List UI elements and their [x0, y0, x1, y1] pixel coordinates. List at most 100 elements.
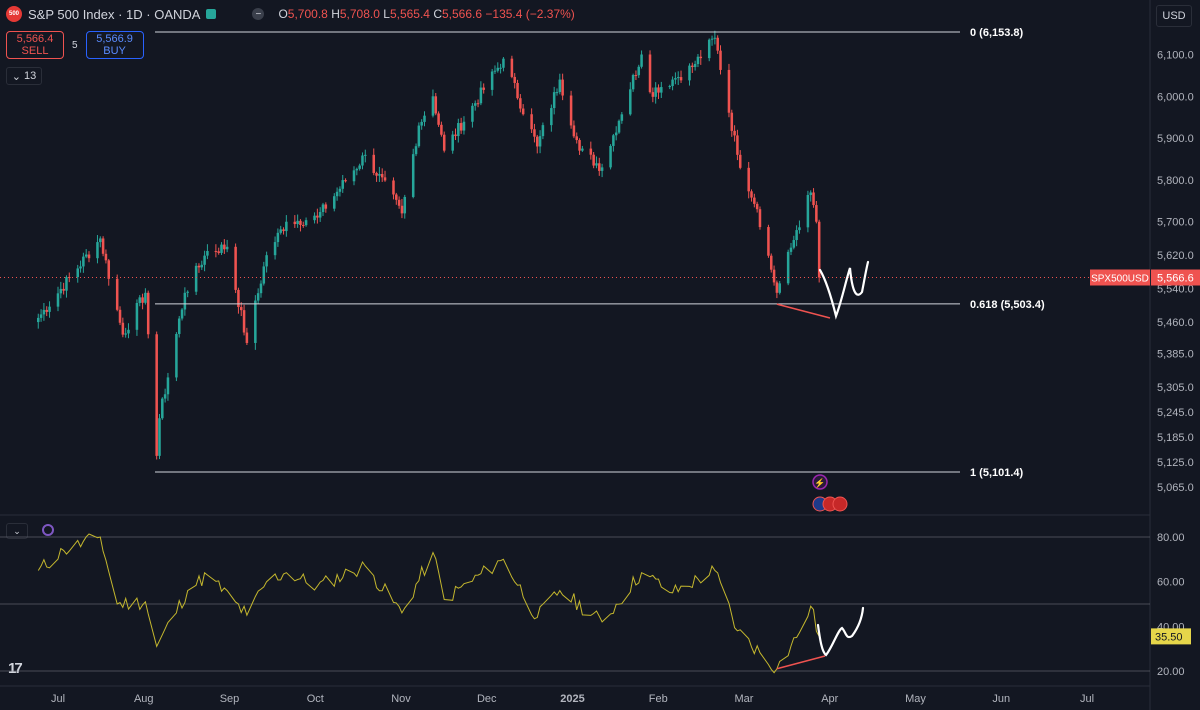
candle	[400, 205, 404, 214]
chart-header: 500 S&P 500 Index · 1D · OANDA − O5,700.…	[6, 6, 575, 22]
candle	[65, 277, 68, 291]
candle	[733, 130, 736, 136]
candle	[358, 165, 361, 169]
candle	[254, 300, 257, 343]
candle	[541, 125, 545, 137]
candle	[493, 70, 497, 72]
candle	[589, 148, 593, 155]
candle	[502, 58, 505, 68]
price-tick-label: 5,125.0	[1157, 457, 1194, 469]
candle	[84, 254, 88, 257]
candle	[750, 191, 753, 198]
last-price-label: 5,566.6	[1157, 273, 1194, 285]
candle	[674, 78, 677, 80]
candle	[561, 79, 564, 96]
candle	[318, 212, 322, 218]
collapse-pane-button[interactable]: ⌄	[6, 523, 28, 539]
candle	[237, 289, 240, 308]
candle	[609, 145, 612, 168]
symbol-badge[interactable]: 500	[6, 6, 22, 22]
candle	[789, 247, 793, 252]
candle	[459, 123, 463, 131]
candle	[299, 220, 302, 225]
candle	[200, 264, 204, 268]
candle	[194, 265, 198, 292]
candle	[437, 113, 440, 125]
candle	[778, 283, 781, 293]
candle	[727, 69, 731, 113]
time-tick-label: Jun	[992, 693, 1010, 705]
rsi-last-label: 35.50	[1155, 631, 1183, 643]
candle	[206, 250, 209, 256]
rsi-divergence-line	[776, 655, 826, 670]
price-divergence-line	[776, 303, 831, 319]
candle	[180, 309, 184, 319]
candle	[634, 75, 638, 77]
candle	[736, 135, 739, 155]
candle	[361, 155, 364, 166]
candle	[420, 121, 423, 126]
candle	[454, 134, 457, 137]
symbol-label: SPX500USD	[1091, 274, 1149, 285]
candle	[397, 199, 401, 206]
candle	[59, 288, 63, 294]
price-tick-label: 6,000.0	[1157, 91, 1194, 103]
rsi-indicator-icon[interactable]	[42, 524, 54, 536]
candle	[620, 114, 624, 121]
tradingview-logo: 17	[8, 660, 23, 677]
candle	[600, 167, 604, 171]
rsi-tick-label: 80.00	[1157, 532, 1185, 544]
candle	[786, 251, 790, 284]
indicators-toggle[interactable]: ⌄ 13	[6, 67, 42, 85]
fib-level-label: 0.618 (5,503.4)	[970, 299, 1045, 311]
candle	[144, 292, 147, 303]
candle	[96, 242, 99, 259]
rsi-tick-label: 20.00	[1157, 666, 1185, 678]
candle	[699, 56, 703, 59]
price-tick-label: 5,185.0	[1157, 432, 1194, 444]
candle	[691, 65, 694, 68]
candle	[552, 92, 556, 109]
candle	[631, 75, 635, 90]
candle	[440, 124, 443, 135]
candle	[710, 38, 714, 40]
time-tick-label: Jul	[1080, 693, 1094, 705]
candle	[738, 154, 742, 168]
price-tick-label: 5,800.0	[1157, 175, 1194, 187]
candle	[575, 136, 578, 141]
buy-button[interactable]: 5,566.9 BUY	[85, 31, 144, 59]
candle	[516, 82, 519, 99]
candle	[457, 123, 460, 137]
candle	[177, 318, 181, 334]
sell-button[interactable]: 5,566.4 SELL	[6, 31, 64, 59]
candle	[775, 282, 779, 293]
candle	[535, 136, 539, 147]
minus-icon[interactable]: −	[252, 8, 265, 20]
candle	[256, 293, 260, 301]
candle	[640, 54, 643, 67]
candle	[276, 232, 280, 243]
candle	[76, 268, 80, 278]
candle	[316, 215, 319, 218]
candle	[578, 140, 581, 151]
candle	[395, 194, 398, 200]
candle	[479, 87, 483, 104]
candle	[809, 192, 812, 195]
candle	[482, 87, 485, 90]
candle	[121, 322, 125, 335]
candle	[490, 71, 494, 90]
price-tick-label: 5,065.0	[1157, 482, 1194, 494]
candle	[812, 192, 815, 206]
candle	[279, 229, 282, 233]
candle	[533, 129, 536, 137]
candle	[499, 67, 502, 69]
candle	[767, 227, 770, 256]
candle	[758, 209, 762, 228]
currency-button[interactable]: USD	[1156, 5, 1192, 27]
candle	[79, 266, 82, 269]
candle	[637, 66, 641, 76]
symbol-title[interactable]: S&P 500 Index · 1D · OANDA	[28, 6, 201, 22]
candle	[411, 154, 415, 197]
candle	[99, 238, 102, 243]
